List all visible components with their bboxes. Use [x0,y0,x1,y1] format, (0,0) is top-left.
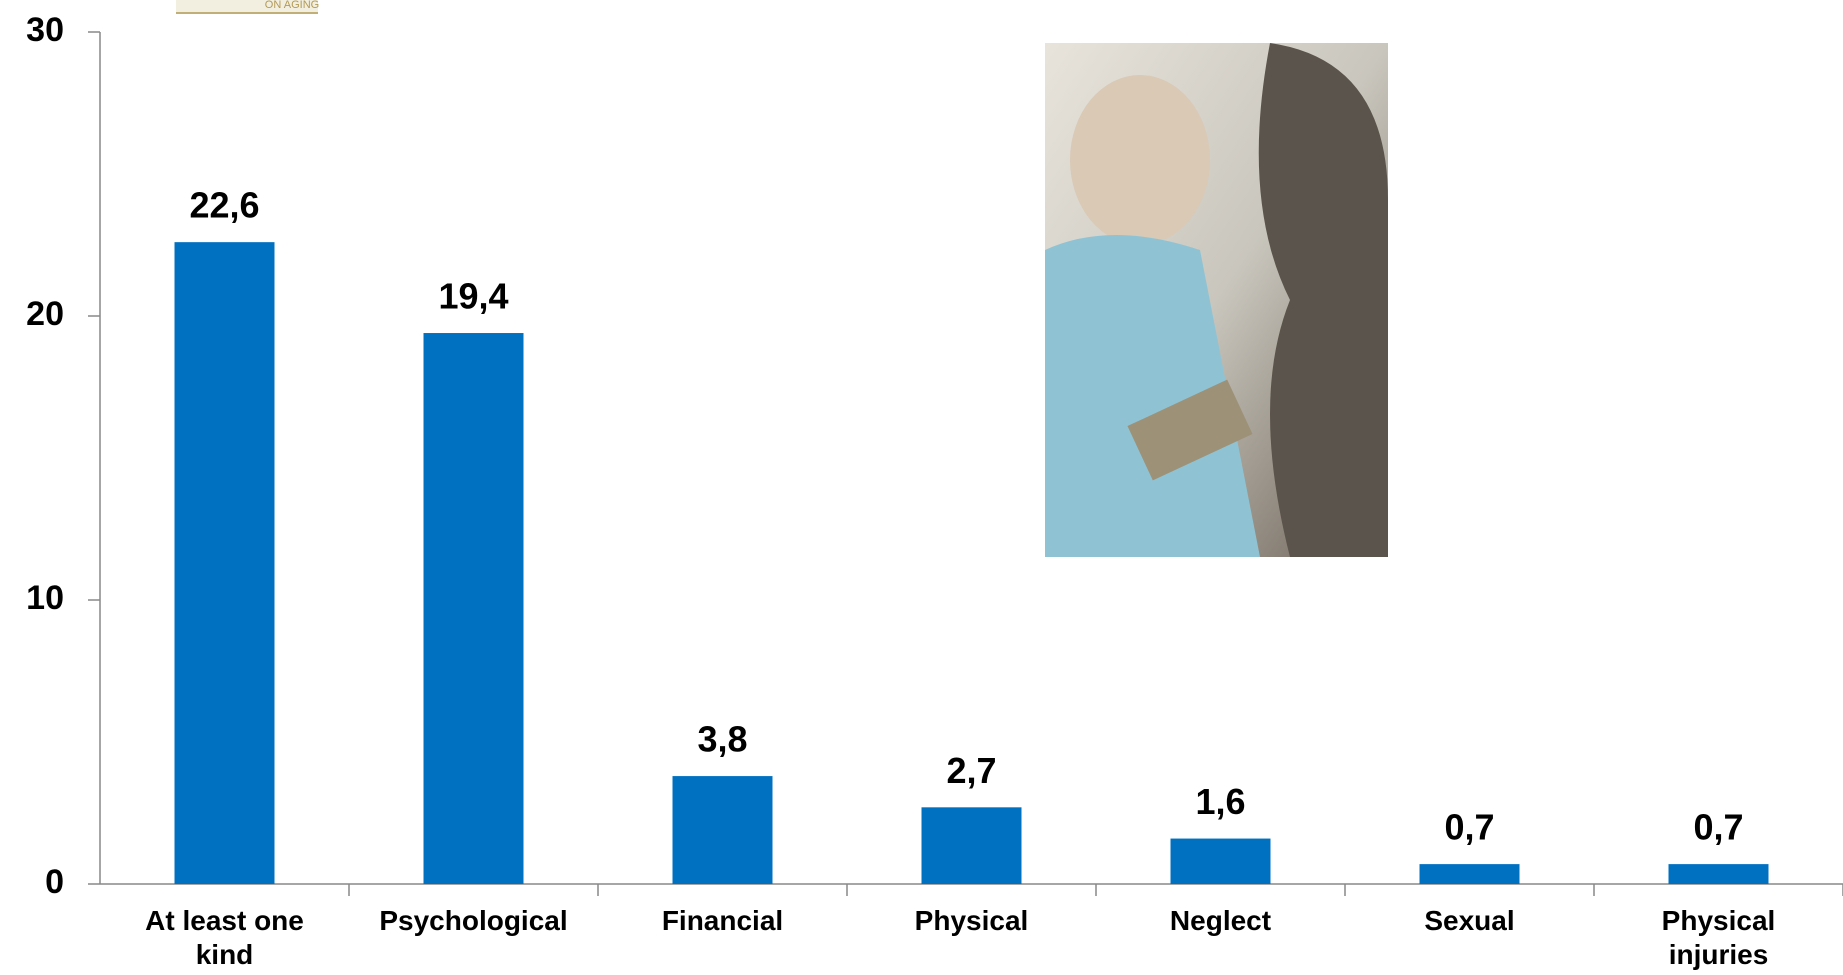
photo-person [1258,43,1388,557]
x-tick-label: Financial [661,905,784,936]
bar [1170,838,1271,884]
y-tick-label: 20 [26,295,64,333]
value-label: 0,7 [1444,807,1494,848]
photo-head [1070,75,1210,245]
value-label: 3,8 [697,719,747,760]
value-label: 0,7 [1693,807,1743,848]
y-tick-label: 30 [26,11,64,49]
bar [921,807,1022,884]
x-tick-label: Neglect [1169,905,1272,936]
y-tick-label: 10 [26,579,64,617]
photo-shirt [1045,235,1260,557]
value-label: 22,6 [189,185,259,226]
value-label: 1,6 [1195,781,1245,822]
photo-wallet [1127,379,1253,481]
bar [174,242,275,884]
photo [1045,43,1388,557]
value-label: 19,4 [438,276,508,317]
bar [423,333,524,884]
x-tick-label: At least one kind [145,905,304,970]
x-tick-label: Physical injuries [1661,905,1776,970]
bar [1419,864,1520,884]
x-tick-label: Physical [914,905,1029,936]
bar [1668,864,1769,884]
bar [672,776,773,884]
logo-band [176,0,318,14]
x-tick-label: Psychological [379,905,568,936]
logo-text: ON AGING [265,0,319,11]
value-label: 2,7 [946,750,996,791]
y-tick-label: 0 [45,863,64,901]
x-tick-label: Sexual [1424,905,1515,936]
